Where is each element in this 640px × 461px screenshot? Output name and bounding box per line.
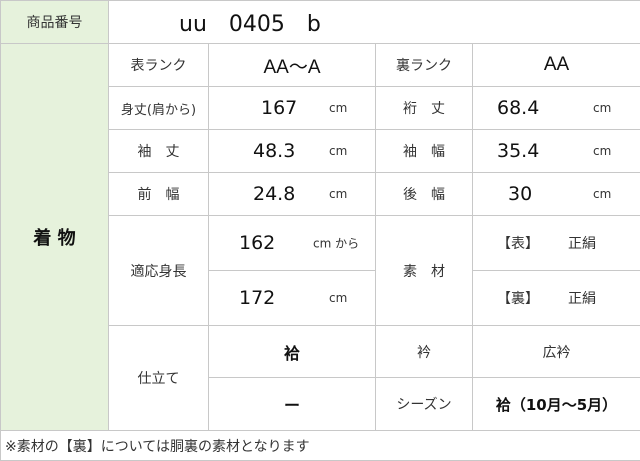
- sleeve-width-value: 35.4: [497, 140, 539, 162]
- collar-label: 衿: [376, 326, 473, 378]
- front-rank-label: 表ランク: [109, 44, 209, 87]
- collar-value: 広衿: [473, 326, 640, 378]
- yuki-value: 68.4: [497, 97, 539, 119]
- season-value: 袷（10月〜5月）: [473, 378, 640, 431]
- unit: cm: [593, 144, 611, 158]
- material-front: 正絹: [568, 233, 596, 253]
- season-label: シーズン: [376, 378, 473, 431]
- fit-height-to: 172: [239, 287, 275, 309]
- back-width-label: 後 幅: [376, 173, 473, 216]
- fit-height-from: 162: [239, 232, 275, 254]
- length-label: 身丈(肩から): [109, 87, 209, 130]
- footnote: ※素材の【裏】については胴裏の素材となります: [1, 431, 640, 461]
- material-back: 正絹: [568, 288, 596, 308]
- sleeve-length-value: 48.3: [253, 140, 295, 162]
- kimono-section-label: 着 物: [1, 44, 109, 431]
- fit-height-label: 適応身長: [109, 216, 209, 326]
- sleeve-length-label: 袖 丈: [109, 130, 209, 173]
- unit: cm: [593, 187, 611, 201]
- tailoring-value: 袷: [209, 326, 376, 378]
- yuki-label: 裄 丈: [376, 87, 473, 130]
- product-number-value: uu 0405 b: [109, 1, 640, 44]
- back-rank-label: 裏ランク: [376, 44, 473, 87]
- material-front-tag: 【表】: [497, 233, 539, 253]
- tailoring-label: 仕立て: [109, 326, 209, 431]
- front-rank-value: AA〜A: [209, 44, 376, 87]
- unit: cm: [329, 187, 347, 201]
- back-rank-value: AA: [473, 44, 640, 87]
- unit: cm: [329, 101, 347, 115]
- product-number-label: 商品番号: [1, 1, 109, 44]
- material-back-tag: 【裏】: [497, 288, 539, 308]
- tailoring-extra: ー: [209, 378, 376, 431]
- length-value: 167: [261, 97, 297, 119]
- unit: cm から: [313, 235, 359, 252]
- front-width-label: 前 幅: [109, 173, 209, 216]
- material-label: 素 材: [376, 216, 473, 326]
- front-width-value: 24.8: [253, 183, 295, 205]
- back-width-value: 30: [508, 183, 532, 205]
- sleeve-width-label: 袖 幅: [376, 130, 473, 173]
- unit: cm: [329, 291, 347, 305]
- unit: cm: [593, 101, 611, 115]
- unit: cm: [329, 144, 347, 158]
